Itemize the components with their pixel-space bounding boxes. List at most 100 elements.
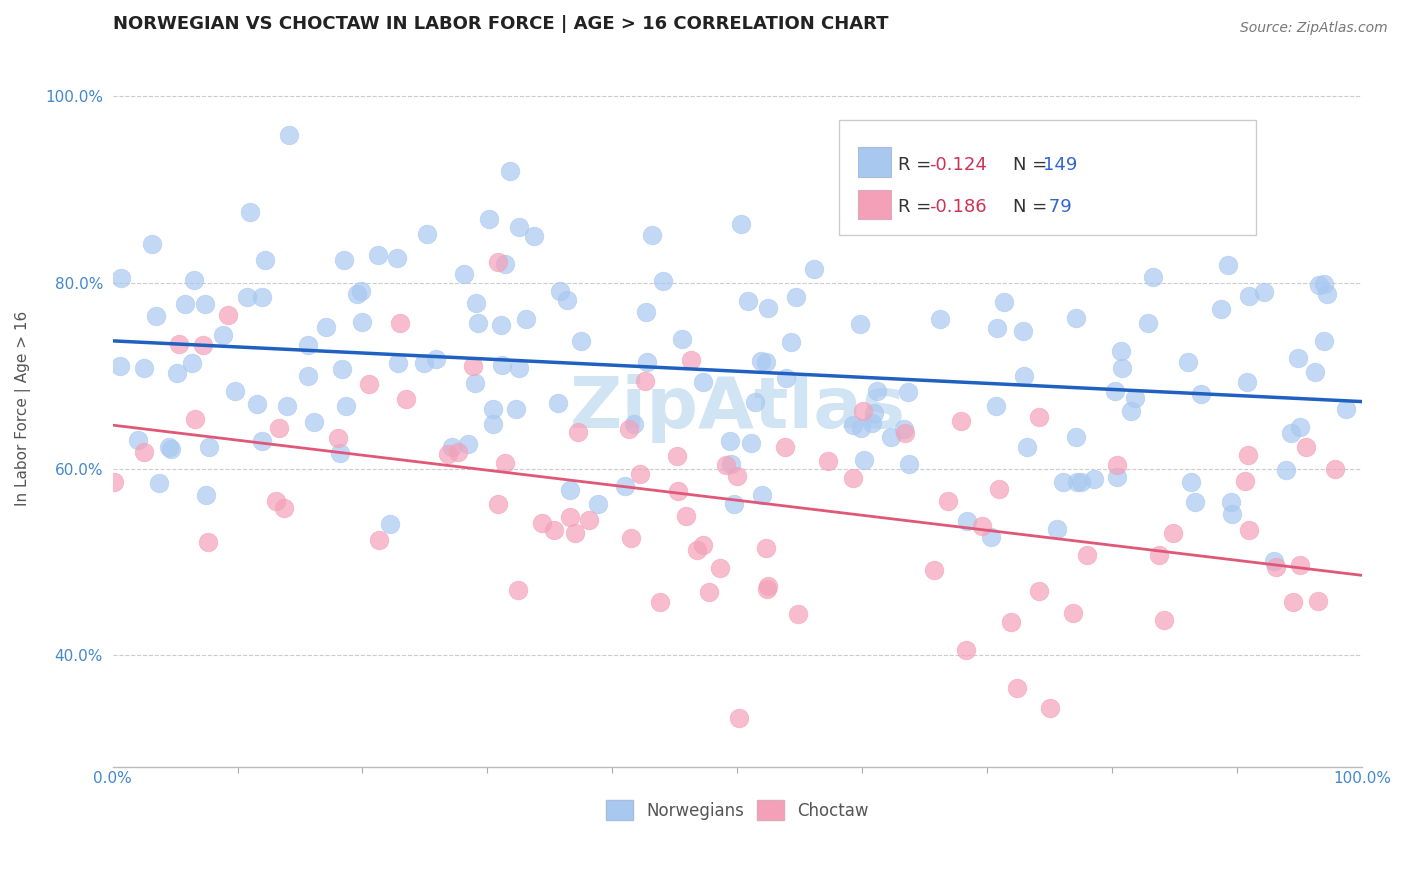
Point (714, 458, 737, 472)
Point (628, 467, 651, 481)
Point (737, 294, 759, 309)
Point (675, 508, 697, 523)
Point (950, 414, 973, 428)
Point (697, 585, 720, 599)
Point (457, 437, 479, 451)
Point (929, 312, 952, 326)
Point (250, 290, 273, 304)
Point (849, 421, 872, 435)
Text: Source: ZipAtlas.com: Source: ZipAtlas.com (1240, 21, 1388, 35)
Point (461, 359, 484, 373)
Point (1308, 278, 1330, 293)
Point (1012, 369, 1035, 384)
Point (1111, 343, 1133, 358)
Point (1083, 472, 1105, 486)
Point (786, 607, 808, 621)
Point (709, 560, 731, 574)
Point (224, 384, 246, 398)
Point (756, 301, 779, 315)
Point (266, 494, 288, 508)
Point (335, 399, 357, 413)
Point (464, 376, 486, 391)
Point (1066, 475, 1088, 490)
Point (1263, 553, 1285, 567)
Point (617, 422, 640, 436)
Point (329, 446, 352, 460)
Point (1237, 524, 1260, 538)
Point (692, 375, 714, 389)
Point (543, 524, 565, 538)
Point (1236, 376, 1258, 390)
Point (938, 494, 960, 508)
Point (252, 434, 274, 449)
Point (277, 128, 299, 142)
Point (488, 498, 510, 512)
Point (666, 483, 689, 498)
Point (389, 316, 412, 330)
Point (166, 366, 188, 380)
Point (922, 563, 945, 577)
Point (1111, 360, 1133, 375)
Point (1189, 387, 1212, 401)
Point (302, 415, 325, 429)
Point (1111, 169, 1133, 184)
Point (197, 440, 219, 454)
Point (181, 356, 204, 370)
Point (1177, 355, 1199, 369)
Point (1064, 430, 1087, 444)
Point (842, 418, 865, 433)
Point (174, 297, 197, 311)
Point (141, 237, 163, 252)
Point (191, 338, 214, 352)
Point (720, 457, 742, 471)
Point (1308, 594, 1330, 608)
Point (803, 261, 825, 276)
Point (1237, 448, 1260, 462)
Point (108, 359, 131, 373)
Point (1282, 595, 1305, 609)
Point (893, 422, 915, 436)
Point (1070, 475, 1092, 489)
Text: -0.124: -0.124 (929, 156, 987, 174)
Point (1039, 701, 1062, 715)
Point (547, 396, 569, 410)
Point (183, 273, 205, 287)
Point (368, 533, 391, 548)
Point (425, 351, 447, 366)
Point (1253, 285, 1275, 299)
Point (755, 582, 778, 596)
Point (730, 217, 752, 231)
Point (267, 421, 290, 435)
Point (494, 257, 516, 271)
Point (1216, 258, 1239, 272)
Point (1286, 351, 1309, 366)
Point (1209, 302, 1232, 317)
Point (145, 310, 167, 324)
Point (1149, 548, 1171, 562)
Point (1105, 470, 1128, 484)
Text: R =: R = (898, 198, 938, 216)
Point (491, 359, 513, 373)
Point (1028, 410, 1050, 425)
Point (103, 475, 125, 489)
Point (955, 642, 977, 657)
Point (651, 274, 673, 288)
Point (860, 416, 883, 430)
Point (718, 434, 741, 448)
Point (254, 252, 277, 267)
Point (157, 440, 180, 454)
Point (416, 227, 439, 241)
Point (1137, 316, 1160, 330)
Point (756, 578, 779, 592)
Point (620, 531, 643, 545)
Point (489, 318, 512, 333)
Point (666, 450, 689, 464)
Point (725, 468, 748, 483)
Point (880, 430, 903, 444)
Point (1219, 494, 1241, 508)
Point (567, 425, 589, 439)
Point (437, 447, 460, 461)
Point (506, 583, 529, 598)
Point (1303, 365, 1326, 379)
Point (641, 228, 664, 243)
